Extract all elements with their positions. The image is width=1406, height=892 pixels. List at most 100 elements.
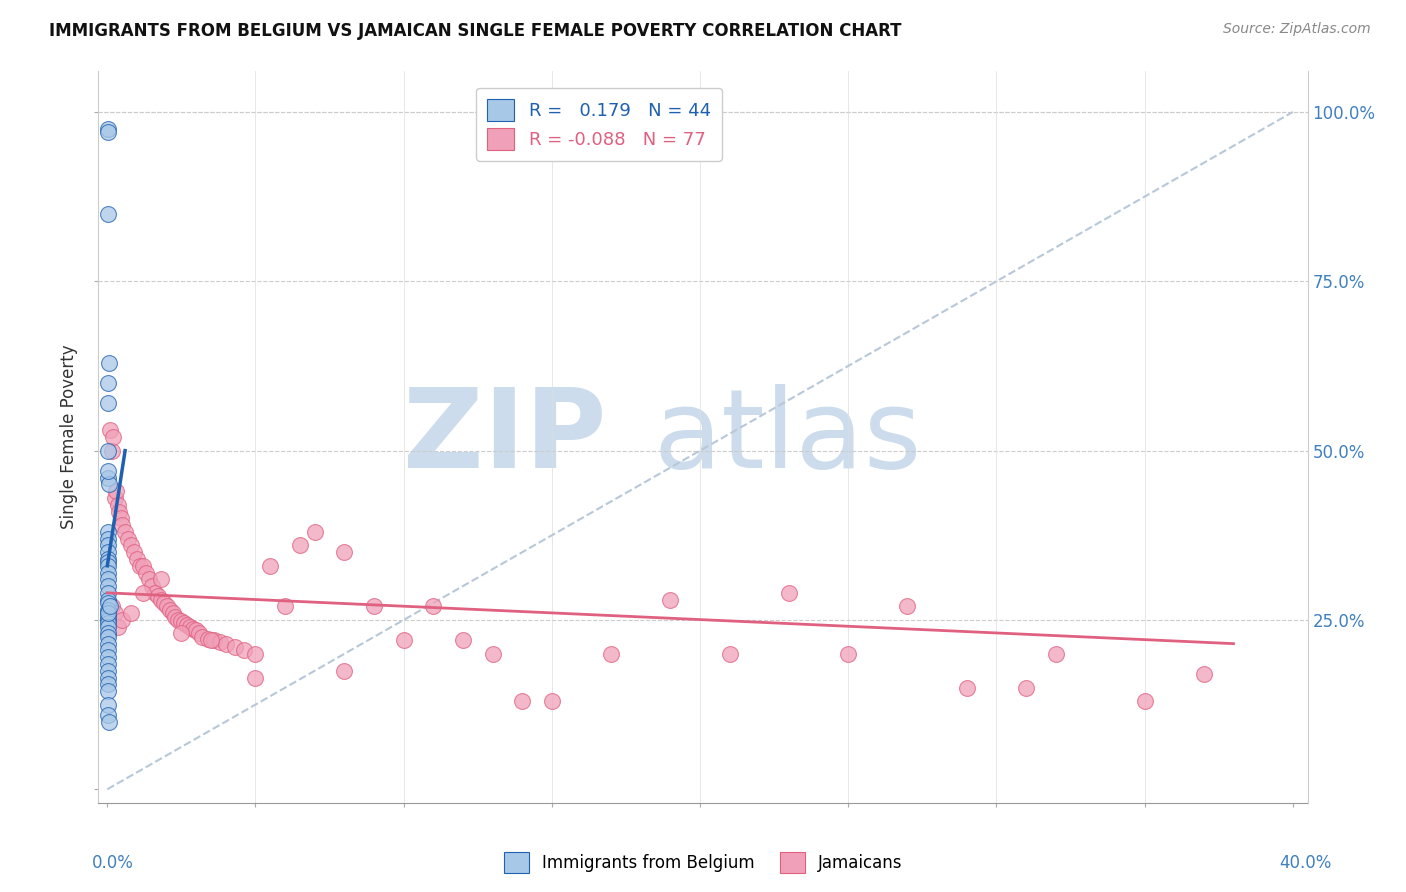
- Point: [232, 643, 254, 657]
- Point: [224, 640, 246, 654]
- Point: [103, 430, 125, 444]
- Point: [97, 606, 120, 620]
- Point: [97, 555, 120, 569]
- Point: [97, 707, 120, 722]
- Point: [97, 664, 120, 678]
- Point: [97, 545, 120, 559]
- Point: [97, 443, 120, 458]
- Point: [97, 396, 120, 410]
- Point: [141, 579, 163, 593]
- Point: [98, 599, 121, 614]
- Point: [152, 596, 174, 610]
- Point: [202, 633, 225, 648]
- Point: [97, 592, 120, 607]
- Point: [100, 599, 122, 614]
- Point: [97, 477, 120, 491]
- Point: [173, 616, 195, 631]
- Point: [98, 355, 121, 369]
- Point: [1133, 694, 1156, 708]
- Y-axis label: Single Female Poverty: Single Female Poverty: [60, 345, 79, 529]
- Point: [120, 606, 142, 620]
- Point: [97, 538, 120, 552]
- Point: [540, 694, 562, 708]
- Point: [97, 122, 120, 136]
- Point: [97, 558, 120, 573]
- Point: [245, 647, 267, 661]
- Point: [107, 498, 129, 512]
- Point: [125, 552, 148, 566]
- Point: [481, 647, 503, 661]
- Point: [155, 599, 177, 614]
- Point: [288, 538, 311, 552]
- Point: [97, 650, 120, 665]
- Point: [333, 545, 356, 559]
- Point: [97, 566, 120, 580]
- Point: [111, 613, 134, 627]
- Point: [600, 647, 623, 661]
- Point: [97, 643, 120, 657]
- Point: [97, 471, 120, 485]
- Point: [149, 592, 172, 607]
- Point: [245, 671, 267, 685]
- Point: [200, 633, 222, 648]
- Point: [304, 524, 326, 539]
- Point: [97, 206, 120, 220]
- Point: [117, 532, 139, 546]
- Text: atlas: atlas: [654, 384, 922, 491]
- Point: [170, 615, 193, 629]
- Point: [97, 630, 120, 644]
- Point: [97, 714, 120, 729]
- Point: [167, 613, 190, 627]
- Point: [97, 684, 120, 698]
- Point: [98, 423, 121, 437]
- Point: [97, 698, 120, 712]
- Point: [97, 613, 120, 627]
- Point: [422, 599, 444, 614]
- Point: [100, 443, 122, 458]
- Point: [97, 606, 120, 620]
- Point: [188, 626, 211, 640]
- Point: [1045, 647, 1067, 661]
- Point: [170, 626, 193, 640]
- Point: [97, 524, 120, 539]
- Point: [104, 491, 127, 505]
- Text: 40.0%: 40.0%: [1279, 854, 1331, 872]
- Point: [97, 637, 120, 651]
- Point: [392, 633, 415, 648]
- Point: [149, 572, 172, 586]
- Point: [197, 632, 219, 646]
- Point: [215, 637, 238, 651]
- Point: [97, 616, 120, 631]
- Point: [97, 596, 120, 610]
- Point: [363, 599, 385, 614]
- Point: [135, 566, 157, 580]
- Point: [956, 681, 979, 695]
- Point: [97, 609, 120, 624]
- Point: [146, 589, 169, 603]
- Point: [97, 626, 120, 640]
- Text: ZIP: ZIP: [404, 384, 606, 491]
- Point: [97, 657, 120, 671]
- Point: [108, 505, 131, 519]
- Point: [778, 586, 800, 600]
- Text: 0.0%: 0.0%: [93, 854, 134, 872]
- Point: [122, 545, 145, 559]
- Point: [181, 622, 204, 636]
- Point: [510, 694, 533, 708]
- Point: [208, 634, 231, 648]
- Point: [333, 664, 356, 678]
- Point: [159, 603, 181, 617]
- Point: [186, 623, 208, 637]
- Point: [97, 464, 120, 478]
- Point: [143, 586, 166, 600]
- Point: [97, 671, 120, 685]
- Point: [162, 606, 184, 620]
- Point: [138, 572, 160, 586]
- Point: [110, 511, 132, 525]
- Point: [97, 579, 120, 593]
- Point: [97, 572, 120, 586]
- Point: [97, 376, 120, 390]
- Point: [97, 620, 120, 634]
- Legend: Immigrants from Belgium, Jamaicans: Immigrants from Belgium, Jamaicans: [496, 846, 910, 880]
- Point: [179, 620, 201, 634]
